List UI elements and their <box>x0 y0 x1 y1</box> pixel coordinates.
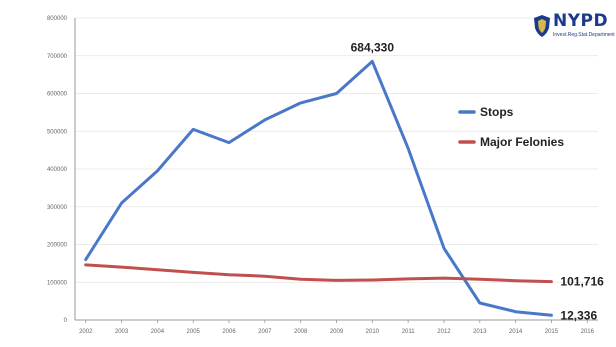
y-tick-label: 800000 <box>47 16 68 22</box>
x-tick-label: 2012 <box>437 329 451 335</box>
data-labels: 684,330 101,716 12,336 <box>351 40 605 322</box>
gridlines <box>75 17 598 283</box>
logo-text: NYPD <box>553 11 609 31</box>
legend-label: Major Felonies <box>480 135 564 149</box>
x-tick-label: 2015 <box>545 329 559 335</box>
x-tick-label: 2016 <box>581 329 595 335</box>
y-tick-label: 100000 <box>47 280 68 286</box>
data-label: 12,336 <box>560 308 597 322</box>
nypd-logo: NYPD Invest.Reg.Stat.Department <box>532 11 615 46</box>
y-tick-label: 200000 <box>47 243 68 249</box>
y-tick-label: 600000 <box>47 92 68 98</box>
x-tick-label: 2003 <box>115 329 129 335</box>
series-line-major-felonies <box>84 263 553 284</box>
data-label: 101,716 <box>560 275 604 289</box>
y-tick-label: 400000 <box>47 167 68 173</box>
x-tick-label: 2008 <box>294 329 308 335</box>
logo-subtext: Invest.Reg.Stat.Department <box>553 32 615 38</box>
y-tick-label: 0 <box>64 318 68 324</box>
x-tick-label: 2002 <box>79 329 93 335</box>
x-tick-label: 2014 <box>509 329 523 335</box>
x-tick-label: 2007 <box>258 329 272 335</box>
y-tick-label: 500000 <box>47 129 68 135</box>
x-tick-label: 2013 <box>473 329 487 335</box>
legend-label: Stops <box>480 105 514 119</box>
x-tick-label: 2004 <box>151 329 165 335</box>
y-tick-labels: 0 100000 200000 300000 400000 500000 600000 700… <box>47 16 68 324</box>
axes <box>74 18 598 323</box>
x-tick-label: 2005 <box>187 329 201 335</box>
x-tick-labels: 2002 2003 2004 2005 2006 2007 2008 2009 2010 2011… <box>79 329 595 335</box>
series-line-stops <box>84 59 553 317</box>
legend: Stops Major Felonies <box>458 105 564 149</box>
badge-icon <box>534 15 550 37</box>
series-lines <box>84 59 553 317</box>
x-tick-label: 2011 <box>402 329 416 335</box>
x-tick-label: 2009 <box>330 329 344 335</box>
y-tick-label: 700000 <box>47 54 68 60</box>
x-tick-label: 2006 <box>222 329 236 335</box>
data-label: 684,330 <box>351 40 395 54</box>
x-tick-label: 2010 <box>366 329 380 335</box>
y-tick-label: 300000 <box>47 205 68 211</box>
